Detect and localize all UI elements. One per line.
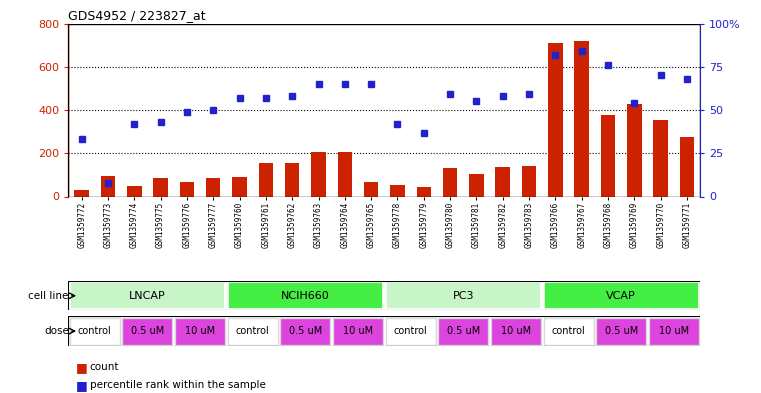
- Text: cell line: cell line: [28, 291, 68, 301]
- Text: 10 uM: 10 uM: [501, 326, 531, 336]
- Text: 0.5 uM: 0.5 uM: [288, 326, 322, 336]
- Bar: [333, 318, 383, 345]
- Bar: [364, 182, 378, 196]
- Text: 10 uM: 10 uM: [659, 326, 689, 336]
- Bar: [543, 282, 699, 309]
- Bar: [386, 282, 541, 309]
- Text: control: control: [552, 326, 585, 336]
- Bar: [127, 185, 142, 196]
- Bar: [390, 185, 405, 196]
- Bar: [70, 282, 225, 309]
- Text: dose: dose: [44, 326, 68, 336]
- Text: count: count: [90, 362, 119, 373]
- Bar: [206, 178, 221, 196]
- Text: 0.5 uM: 0.5 uM: [447, 326, 480, 336]
- Text: NCIH660: NCIH660: [281, 291, 330, 301]
- Bar: [443, 168, 457, 196]
- Bar: [70, 318, 119, 345]
- Bar: [154, 178, 168, 196]
- Bar: [68, 24, 700, 196]
- Bar: [175, 318, 225, 345]
- Bar: [543, 318, 594, 345]
- Bar: [438, 318, 489, 345]
- Text: control: control: [78, 326, 112, 336]
- Text: LNCAP: LNCAP: [129, 291, 166, 301]
- Bar: [680, 137, 694, 196]
- Bar: [386, 318, 435, 345]
- Text: 0.5 uM: 0.5 uM: [131, 326, 164, 336]
- Bar: [416, 187, 431, 196]
- Text: control: control: [236, 326, 269, 336]
- Text: PC3: PC3: [453, 291, 474, 301]
- Text: VCAP: VCAP: [607, 291, 636, 301]
- Bar: [75, 190, 89, 196]
- Text: control: control: [393, 326, 428, 336]
- Bar: [259, 163, 273, 196]
- Bar: [575, 41, 589, 196]
- Bar: [491, 318, 541, 345]
- Text: 0.5 uM: 0.5 uM: [604, 326, 638, 336]
- Text: ■: ■: [76, 378, 88, 392]
- Bar: [285, 163, 299, 196]
- Text: 10 uM: 10 uM: [185, 326, 215, 336]
- Bar: [68, 316, 700, 346]
- Text: ■: ■: [76, 361, 88, 374]
- Bar: [495, 167, 510, 196]
- Bar: [180, 182, 194, 196]
- Text: GDS4952 / 223827_at: GDS4952 / 223827_at: [68, 9, 206, 22]
- Bar: [228, 318, 278, 345]
- Bar: [596, 318, 646, 345]
- Bar: [649, 318, 699, 345]
- Bar: [100, 176, 115, 196]
- Bar: [68, 281, 700, 310]
- Bar: [470, 174, 484, 196]
- Bar: [522, 166, 537, 196]
- Text: 10 uM: 10 uM: [343, 326, 373, 336]
- Bar: [338, 152, 352, 196]
- Bar: [280, 318, 330, 345]
- Bar: [123, 318, 173, 345]
- Bar: [232, 177, 247, 196]
- Bar: [600, 116, 615, 196]
- Bar: [654, 120, 668, 196]
- Text: percentile rank within the sample: percentile rank within the sample: [90, 380, 266, 390]
- Bar: [627, 104, 642, 196]
- Bar: [228, 282, 383, 309]
- Bar: [548, 43, 562, 196]
- Bar: [311, 152, 326, 196]
